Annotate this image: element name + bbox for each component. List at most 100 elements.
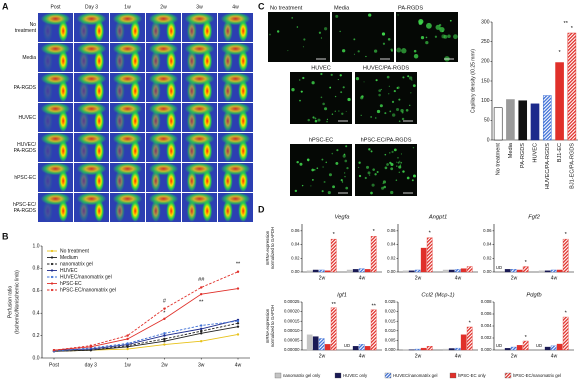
bar bbox=[454, 269, 461, 273]
ischemic-limb bbox=[186, 169, 197, 192]
bar bbox=[460, 268, 467, 273]
normal-limb bbox=[58, 49, 69, 72]
capillary bbox=[314, 117, 317, 120]
normal-limb bbox=[94, 19, 105, 42]
bar bbox=[544, 346, 551, 351]
capillary bbox=[321, 190, 324, 193]
capillary bbox=[413, 49, 417, 53]
annotation: * bbox=[558, 50, 561, 56]
capillary bbox=[390, 167, 394, 171]
capillary bbox=[330, 73, 333, 76]
image-label: HUVEC bbox=[311, 65, 331, 71]
ischemic-limb bbox=[222, 169, 233, 192]
normal-limb bbox=[58, 139, 69, 162]
capillary bbox=[358, 166, 360, 169]
bar bbox=[454, 347, 461, 351]
bar bbox=[550, 269, 557, 273]
normal-limb bbox=[202, 109, 213, 132]
doppler-image bbox=[182, 72, 217, 103]
annotation: ** bbox=[199, 299, 204, 305]
panel-label: A bbox=[2, 1, 9, 11]
capillary bbox=[375, 79, 378, 82]
image-label: PA-RGDS bbox=[398, 5, 423, 11]
capillary bbox=[384, 153, 387, 156]
normal-limb bbox=[58, 169, 69, 192]
capillary bbox=[318, 31, 322, 34]
bar bbox=[466, 266, 473, 273]
data-point bbox=[163, 343, 166, 346]
capillary bbox=[338, 110, 340, 112]
x-tick-label: 1w bbox=[124, 362, 131, 368]
row-label: PA-RGDS bbox=[14, 208, 37, 214]
capillary bbox=[396, 107, 400, 112]
normal-limb bbox=[94, 79, 105, 103]
doppler-image bbox=[110, 162, 145, 192]
capillary bbox=[396, 161, 398, 163]
bar bbox=[448, 348, 455, 351]
column-label: 4w bbox=[232, 4, 239, 10]
capillary bbox=[345, 145, 348, 148]
capillary bbox=[340, 179, 343, 182]
capillary bbox=[411, 79, 413, 81]
legend-swatch bbox=[334, 372, 342, 379]
doppler-image bbox=[38, 72, 73, 103]
bar bbox=[562, 316, 569, 351]
capillary bbox=[299, 99, 301, 102]
bar bbox=[493, 107, 503, 141]
x-tick-label: 2w bbox=[511, 275, 518, 281]
doppler-image bbox=[182, 132, 217, 162]
ischemic-limb bbox=[222, 49, 233, 72]
doppler-image bbox=[74, 132, 109, 162]
capillary bbox=[411, 179, 414, 182]
y-tick-label: 0.04 bbox=[387, 242, 396, 247]
capillary bbox=[393, 89, 396, 93]
data-point bbox=[126, 334, 129, 337]
capillary bbox=[418, 18, 424, 25]
annotation: * bbox=[565, 310, 568, 316]
legend-marker bbox=[50, 269, 54, 272]
capillary bbox=[291, 17, 293, 19]
normal-limb bbox=[58, 109, 69, 132]
series-line bbox=[53, 326, 239, 352]
capillary bbox=[397, 86, 400, 89]
ischemic-limb bbox=[42, 109, 53, 132]
doppler-image bbox=[74, 12, 109, 42]
bar bbox=[460, 334, 467, 351]
doppler-image bbox=[74, 192, 109, 222]
capillary bbox=[340, 91, 343, 94]
doppler-image bbox=[218, 102, 253, 132]
normal-limb bbox=[202, 199, 213, 222]
ischemic-limb bbox=[42, 19, 53, 42]
capillary bbox=[341, 181, 344, 183]
capillary bbox=[312, 116, 315, 119]
doppler-image bbox=[38, 162, 73, 192]
capillary bbox=[335, 161, 339, 165]
data-point bbox=[126, 337, 129, 341]
annotation: * bbox=[525, 260, 528, 266]
y-tick-label: 0.00000 bbox=[284, 347, 300, 352]
bar bbox=[466, 326, 473, 351]
bar bbox=[414, 348, 421, 351]
bar bbox=[504, 269, 511, 273]
capillary bbox=[331, 113, 334, 115]
annotation: ** bbox=[372, 304, 377, 310]
bar bbox=[567, 32, 577, 141]
normal-limb bbox=[166, 49, 177, 72]
normal-limb bbox=[130, 139, 141, 162]
doppler-image bbox=[146, 192, 181, 222]
capillary bbox=[398, 171, 400, 173]
row-label: PA-RGDS bbox=[14, 85, 37, 91]
value-label: UD bbox=[496, 343, 502, 348]
capillary bbox=[346, 166, 349, 170]
bar bbox=[442, 348, 449, 351]
x-tick-label: 4w bbox=[551, 275, 558, 281]
y-tick-label: 300 bbox=[481, 19, 490, 25]
y-tick-label: 200 bbox=[481, 59, 490, 65]
data-point bbox=[236, 270, 240, 273]
doppler-image bbox=[110, 102, 145, 132]
bar bbox=[504, 348, 511, 351]
x-tick-label: 2w bbox=[161, 362, 168, 368]
ischemic-limb bbox=[42, 199, 53, 222]
capillary bbox=[453, 34, 458, 40]
annotation: ## bbox=[198, 277, 205, 283]
